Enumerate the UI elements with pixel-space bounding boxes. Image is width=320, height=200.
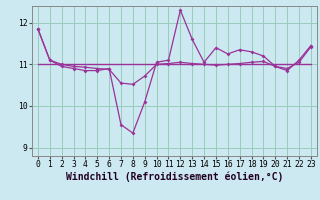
X-axis label: Windchill (Refroidissement éolien,°C): Windchill (Refroidissement éolien,°C) (66, 172, 283, 182)
